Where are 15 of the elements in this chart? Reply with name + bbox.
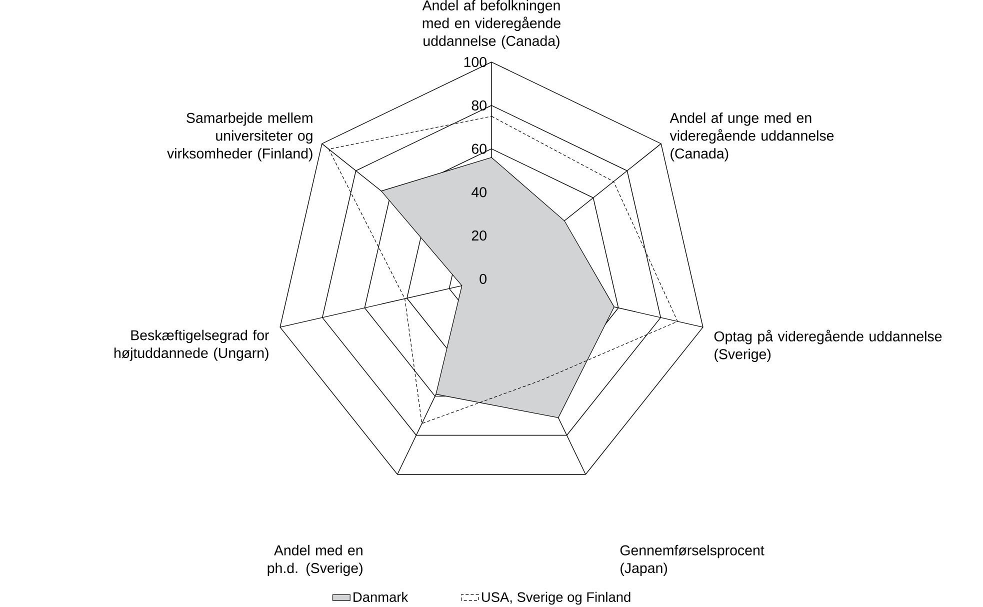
spoke-label: Beskæftigelsegrad for højtuddannede (Ungarn)	[114, 330, 270, 361]
spoke-label: Andel af befolkningen med en videregående uddannelse (Canada)	[422, 0, 560, 49]
y-tick-label: 60	[472, 144, 486, 154]
spoke-label: Optag på videregående uddannelse (Sverige)	[714, 330, 942, 362]
y-tick-label: 100	[464, 56, 486, 67]
legend-label: USA, Sverige og Finland	[482, 592, 630, 604]
y-tick-label: 20	[472, 230, 486, 240]
spoke-label: Samarbejde mellem universiteter og virksomheder (Finland)	[167, 112, 312, 162]
spoke-label: Andel af unge med en videregående uddannelse (Canada)	[670, 112, 834, 162]
y-tick-label: 0	[480, 274, 486, 284]
spoke-label: Andel med en ph.d. (Sverige)	[268, 544, 362, 576]
spoke-label: Gennemførselsprocent (Japan)	[620, 544, 764, 576]
y-tick-label: 40	[472, 186, 486, 198]
y-tick-label: 80	[472, 100, 486, 110]
legend-label: Danmark	[354, 592, 408, 602]
